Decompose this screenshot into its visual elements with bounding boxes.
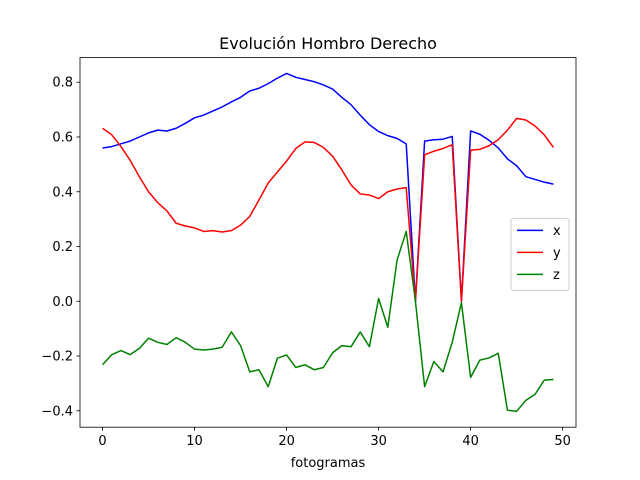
x-tick-label: 30 xyxy=(370,434,387,449)
x-axis-label: fotogramas xyxy=(291,456,366,471)
y-tick-label: −0.4 xyxy=(41,404,73,419)
axes-frame xyxy=(79,57,577,428)
series-line-z xyxy=(101,230,554,413)
legend-label-z: z xyxy=(553,268,560,283)
x-tick-label: 0 xyxy=(98,434,106,449)
series-line-y xyxy=(102,117,555,303)
legend-label-x: x xyxy=(553,224,561,239)
x-tick-label: 10 xyxy=(186,434,203,449)
y-tick-label: 0.8 xyxy=(52,76,73,91)
y-tick-label: 0.0 xyxy=(52,295,73,310)
legend: xyz xyxy=(510,217,570,291)
y-tick-label: 0.6 xyxy=(52,130,73,145)
x-tick-label: 50 xyxy=(554,434,571,449)
chart-title: Evolución Hombro Derecho xyxy=(219,34,437,53)
y-tick-label: 0.4 xyxy=(52,185,73,200)
y-tick-label: −0.2 xyxy=(41,350,73,365)
y-tick-label: 0.2 xyxy=(52,240,73,255)
x-tick-label: 20 xyxy=(278,434,295,449)
x-axis-ticks: 0 10 20 30 40 50 xyxy=(98,427,571,449)
x-tick-label: 40 xyxy=(462,434,479,449)
y-axis-ticks: −0.4 −0.2 0.0 0.2 0.4 0.6 0.8 xyxy=(41,76,80,419)
series-line-x xyxy=(102,72,554,303)
plot-area xyxy=(101,72,555,413)
legend-box xyxy=(510,217,570,291)
legend-label-y: y xyxy=(553,246,561,261)
